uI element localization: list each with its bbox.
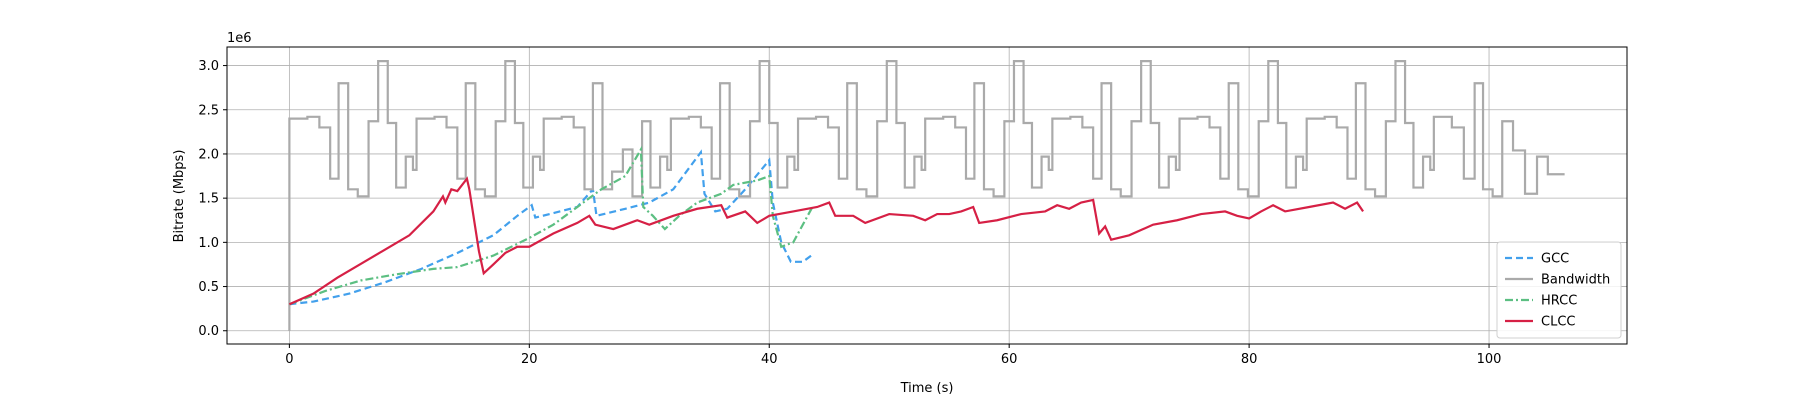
y-tick-label: 0.5 (198, 280, 219, 295)
y-tick-label: 2.0 (198, 147, 219, 162)
legend-label: CLCC (1541, 315, 1575, 330)
x-axis-label: Time (s) (900, 381, 954, 396)
legend-label: HRCC (1541, 294, 1577, 309)
x-tick-label: 20 (521, 352, 538, 367)
y-tick-label: 3.0 (198, 59, 219, 74)
series-line (289, 145, 814, 306)
y-offset-label: 1e6 (227, 31, 252, 46)
y-tick-label: 1.5 (198, 192, 219, 207)
y-axis-label: Bitrate (Mbps) (172, 150, 187, 243)
y-tick-label: 1.0 (198, 236, 219, 251)
y-tick-label: 0.0 (198, 324, 219, 339)
x-tick-label: 40 (761, 352, 778, 367)
x-tick-label: 80 (1241, 352, 1258, 367)
x-tick-label: 60 (1001, 352, 1018, 367)
legend-label: Bandwidth (1541, 273, 1610, 288)
series-line (289, 149, 814, 306)
y-tick-label: 2.5 (198, 103, 219, 118)
axes-frame (226, 46, 1628, 345)
legend-box (1496, 241, 1622, 339)
series-line (288, 60, 1565, 331)
x-tick-label: 100 (1477, 352, 1502, 367)
series-line (288, 176, 1364, 306)
x-tick-label: 0 (285, 352, 293, 367)
legend-label: GCC (1541, 252, 1569, 267)
